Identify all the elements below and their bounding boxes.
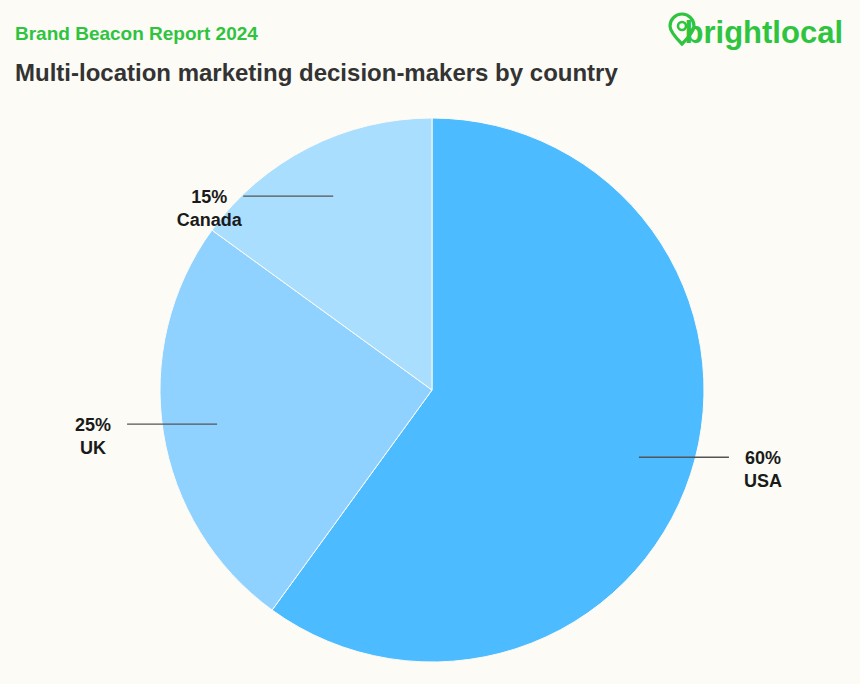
logo-pin: [670, 14, 694, 44]
category-label: UK: [80, 438, 106, 458]
category-label: USA: [744, 471, 782, 491]
logo-pin-dot: [678, 22, 686, 30]
background: [0, 0, 860, 684]
leader-line: [127, 423, 217, 424]
chart: Brand Beacon Report 2024 Multi-location m…: [0, 0, 860, 684]
pie: [160, 118, 704, 662]
header: Brand Beacon Report 2024: [15, 23, 258, 44]
brand: brightlocal: [685, 15, 843, 50]
value-label: 25%: [75, 415, 111, 435]
value-label: 15%: [191, 187, 227, 207]
leader-line: [639, 457, 729, 458]
value-label: 60%: [745, 448, 781, 468]
labels: 60% USA 25% UK 15% Canada: [75, 187, 782, 491]
title: Multi-location marketing decision-makers…: [15, 59, 618, 86]
logo: brightlocal: [670, 14, 843, 50]
leader-line: [243, 195, 333, 196]
slice: [212, 118, 432, 390]
category-label: Canada: [177, 210, 243, 230]
